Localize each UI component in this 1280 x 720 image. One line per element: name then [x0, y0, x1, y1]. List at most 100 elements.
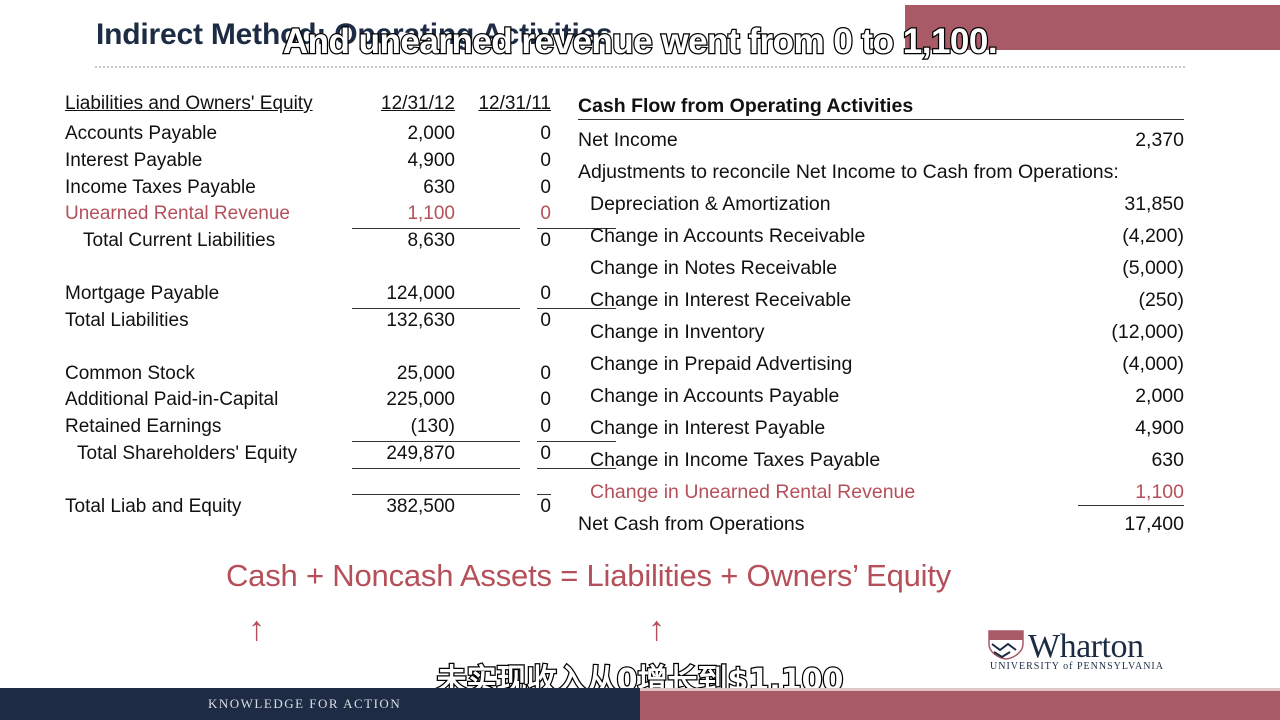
table-row: Common Stock 25,000 0 — [65, 363, 565, 389]
logo-wordmark: Wharton — [1028, 628, 1144, 665]
net-income-value: 2,370 — [1135, 129, 1184, 151]
table-row-grand-total: Total Liab and Equity 382,500 0 — [65, 496, 565, 522]
list-item: Change in Interest Receivable (250) — [578, 289, 1184, 317]
subtotal-rule — [352, 468, 520, 469]
item-label: Change in Prepaid Advertising — [590, 353, 853, 375]
item-label: Change in Interest Payable — [590, 417, 826, 439]
list-item: Change in Prepaid Advertising (4,000) — [578, 353, 1184, 381]
row-value-2011: 0 — [540, 443, 551, 464]
row-value-2011: 0 — [540, 123, 551, 144]
item-label: Change in Notes Receivable — [590, 257, 838, 279]
subtotal-rule — [352, 308, 520, 309]
balance-sheet-header: Liabilities and Owners' Equity 12/31/12 … — [65, 93, 565, 119]
total-rule — [537, 494, 551, 495]
row-value-2011: 0 — [540, 363, 551, 384]
shield-icon — [988, 630, 1024, 660]
item-value: 1,100 — [1135, 481, 1184, 503]
header-accent-box — [905, 5, 1280, 50]
header-col-2011: 12/31/11 — [478, 93, 551, 114]
row-value-2012: 249,870 — [386, 443, 455, 464]
item-label: Change in Unearned Rental Revenue — [590, 481, 916, 503]
row-value-2012: 132,630 — [386, 310, 455, 331]
net-cash-value: 17,400 — [1124, 513, 1184, 535]
footer-bar-navy — [0, 688, 640, 720]
item-value: (4,200) — [1122, 225, 1184, 247]
table-row: Accounts Payable 2,000 0 — [65, 123, 565, 149]
net-cash-row: Net Cash from Operations 17,400 — [578, 513, 1184, 541]
accounting-equation: Cash + Noncash Assets = Liabilities + Ow… — [226, 558, 952, 593]
row-label: Mortgage Payable — [65, 283, 220, 304]
net-income-row: Net Income 2,370 — [578, 129, 1184, 157]
list-item: Depreciation & Amortization 31,850 — [578, 193, 1184, 221]
item-label: Change in Income Taxes Payable — [590, 449, 881, 471]
table-row-highlighted: Unearned Rental Revenue 1,100 0 — [65, 203, 616, 229]
row-value-2012: 382,500 — [386, 496, 455, 517]
row-label: Retained Earnings — [65, 416, 222, 437]
item-value: (5,000) — [1122, 257, 1184, 279]
row-value-2012: 25,000 — [396, 363, 455, 384]
row-label: Total Liabilities — [65, 310, 189, 331]
footer-tagline: KNOWLEDGE FOR ACTION — [208, 696, 402, 711]
list-item: Change in Income Taxes Payable 630 — [578, 449, 1184, 477]
item-value: (12,000) — [1111, 321, 1184, 343]
arrow-up-icon: ↑ — [248, 610, 265, 648]
item-label: Depreciation & Amortization — [590, 193, 831, 215]
net-income-label: Net Income — [578, 129, 678, 151]
table-row: Interest Payable 4,900 0 — [65, 150, 565, 176]
item-label: Change in Accounts Payable — [590, 385, 840, 407]
table-row-total: Total Shareholders' Equity 249,870 0 — [65, 443, 616, 469]
footer-stripe — [640, 688, 1280, 691]
arrow-up-icon: ↑ — [648, 610, 665, 648]
cash-flow-header-rule — [578, 119, 1184, 120]
subtotal-rule — [352, 441, 520, 442]
row-value-2011: 0 — [540, 310, 551, 331]
row-value-2011: 0 — [540, 416, 551, 437]
subtotal-rule — [537, 308, 616, 309]
list-item: Change in Accounts Receivable (4,200) — [578, 225, 1184, 253]
row-label: Additional Paid-in-Capital — [65, 389, 279, 410]
header-label: Liabilities and Owners' Equity — [65, 93, 313, 114]
slide-title: Indirect Method: Operating Activities — [96, 18, 613, 51]
row-value-2011: 0 — [540, 230, 551, 251]
row-label: Interest Payable — [65, 150, 203, 171]
row-value-2012: 2,000 — [407, 123, 455, 144]
net-cash-rule — [1078, 505, 1184, 506]
title-divider — [95, 66, 1185, 68]
row-value-2012: 8,630 — [407, 230, 455, 251]
footer-bar-red — [640, 688, 1280, 720]
list-item: Change in Notes Receivable (5,000) — [578, 257, 1184, 285]
item-value: 31,850 — [1124, 193, 1184, 215]
table-row: Income Taxes Payable 630 0 — [65, 177, 565, 203]
item-value: 630 — [1151, 449, 1184, 471]
wharton-logo: Wharton UNIVERSITY of PENNSYLVANIA — [988, 628, 1193, 675]
list-item-highlighted: Change in Unearned Rental Revenue 1,100 — [578, 481, 1184, 509]
item-value: (250) — [1138, 289, 1184, 311]
row-value-2011: 0 — [540, 150, 551, 171]
table-row: Mortgage Payable 124,000 0 — [65, 283, 616, 309]
cash-flow-header: Cash Flow from Operating Activities — [578, 95, 1184, 123]
row-value-2012: 4,900 — [407, 150, 455, 171]
subtotal-rule — [352, 228, 520, 229]
adjustments-label: Adjustments to reconcile Net Income to C… — [578, 161, 1119, 183]
row-value-2011: 0 — [540, 283, 551, 304]
table-row: Additional Paid-in-Capital 225,000 0 — [65, 389, 565, 415]
logo-subline: UNIVERSITY of PENNSYLVANIA — [990, 661, 1164, 672]
item-label: Change in Inventory — [590, 321, 765, 343]
table-row-total: Total Liabilities 132,630 0 — [65, 310, 565, 336]
table-row-total: Total Current Liabilities 8,630 0 — [65, 230, 565, 256]
row-value-2012: 225,000 — [386, 389, 455, 410]
item-label: Change in Interest Receivable — [590, 289, 852, 311]
item-value: 2,000 — [1135, 385, 1184, 407]
header-col-2012: 12/31/12 — [381, 93, 455, 114]
row-label: Total Shareholders' Equity — [77, 443, 298, 464]
list-item: Change in Inventory (12,000) — [578, 321, 1184, 349]
row-value-2012: 124,000 — [386, 283, 455, 304]
row-label: Total Current Liabilities — [83, 230, 276, 251]
item-value: (4,000) — [1122, 353, 1184, 375]
cash-flow-title: Cash Flow from Operating Activities — [578, 95, 914, 117]
row-label: Accounts Payable — [65, 123, 218, 144]
row-value-2011: 0 — [540, 177, 551, 198]
table-row: Retained Earnings (130) 0 — [65, 416, 616, 442]
total-rule — [352, 494, 520, 495]
row-value-2011: 0 — [540, 389, 551, 410]
